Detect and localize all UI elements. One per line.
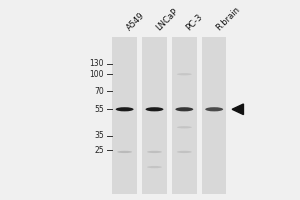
- Text: 55: 55: [94, 105, 104, 114]
- Text: 130: 130: [89, 59, 104, 68]
- Ellipse shape: [147, 166, 162, 168]
- Bar: [142, 37, 167, 194]
- Ellipse shape: [205, 107, 223, 111]
- Ellipse shape: [177, 126, 192, 128]
- Bar: [112, 37, 137, 194]
- Ellipse shape: [117, 151, 132, 153]
- Ellipse shape: [146, 107, 164, 111]
- Text: R.brain: R.brain: [214, 5, 242, 33]
- Ellipse shape: [116, 107, 134, 111]
- Polygon shape: [232, 104, 244, 115]
- Text: 25: 25: [94, 146, 104, 155]
- Bar: [202, 37, 226, 194]
- Text: 70: 70: [94, 87, 104, 96]
- Text: A549: A549: [124, 11, 146, 33]
- Ellipse shape: [147, 151, 162, 153]
- Ellipse shape: [176, 107, 193, 111]
- Text: 35: 35: [94, 131, 104, 140]
- Text: 100: 100: [89, 70, 104, 79]
- Ellipse shape: [177, 151, 192, 153]
- Text: PC-3: PC-3: [184, 12, 204, 33]
- Bar: [172, 37, 196, 194]
- Text: LNCaP: LNCaP: [154, 7, 180, 33]
- Ellipse shape: [177, 73, 192, 75]
